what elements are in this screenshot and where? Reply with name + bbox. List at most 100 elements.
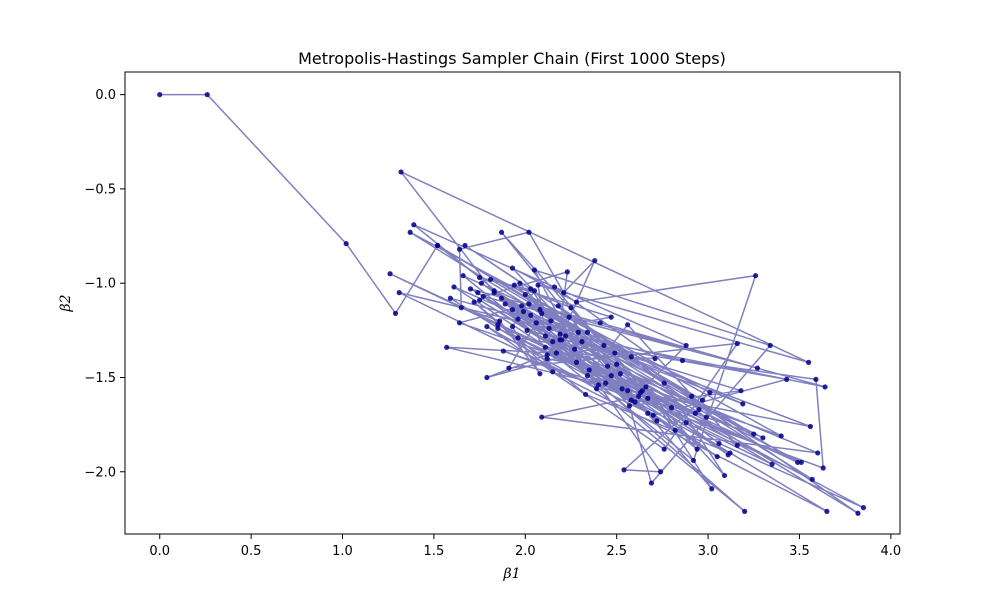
sample-point xyxy=(632,399,638,405)
sample-point xyxy=(537,307,543,313)
x-tick-label: 1.0 xyxy=(332,544,353,559)
sample-point xyxy=(551,284,558,290)
sample-point xyxy=(648,480,655,486)
sample-point xyxy=(526,301,532,307)
sample-point xyxy=(572,346,578,352)
y-tick-label: −2.0 xyxy=(84,465,116,480)
sample-point xyxy=(683,342,689,349)
sample-point xyxy=(343,241,349,247)
sample-point xyxy=(398,169,404,175)
sample-point xyxy=(544,352,550,358)
sample-point xyxy=(462,242,468,249)
x-tick-label: 4.0 xyxy=(881,544,902,559)
sample-point xyxy=(668,405,675,411)
sample-point xyxy=(509,307,516,313)
sample-point xyxy=(721,472,728,479)
x-tick-label: 2.5 xyxy=(606,544,627,559)
sample-point xyxy=(855,510,861,516)
sample-point xyxy=(807,423,814,430)
sample-point xyxy=(628,354,634,360)
sample-point xyxy=(559,337,565,343)
sample-point xyxy=(626,403,633,409)
sample-point xyxy=(696,406,702,413)
sample-point xyxy=(738,388,744,394)
sample-point xyxy=(502,301,508,307)
sample-point xyxy=(515,316,521,322)
x-axis-label: β1 xyxy=(502,566,520,582)
sample-point xyxy=(456,246,463,252)
sample-point xyxy=(608,373,614,379)
sample-point xyxy=(753,273,759,279)
sample-point xyxy=(612,350,618,356)
sample-point xyxy=(619,386,625,392)
sample-point xyxy=(597,320,603,326)
y-tick-label: −1.0 xyxy=(84,277,116,292)
sample-point xyxy=(392,310,399,316)
sample-point xyxy=(542,344,549,350)
sample-point xyxy=(500,348,506,354)
sample-point xyxy=(548,318,554,324)
x-tick-label: 1.5 xyxy=(424,544,445,559)
plot-frame xyxy=(124,71,901,535)
sample-point xyxy=(604,363,611,369)
sample-point xyxy=(387,271,393,277)
chart-title: Metropolis-Hastings Sampler Chain (First… xyxy=(298,49,726,68)
sample-point xyxy=(643,384,649,390)
sample-point xyxy=(742,508,748,514)
sample-point xyxy=(480,293,486,299)
sample-point xyxy=(467,286,474,292)
sample-point xyxy=(520,308,527,315)
sample-point xyxy=(661,380,667,386)
sample-point xyxy=(621,467,627,473)
sample-point xyxy=(555,303,561,309)
sample-point xyxy=(537,371,543,377)
sample-point xyxy=(683,420,689,426)
sample-point xyxy=(725,452,731,458)
sample-point xyxy=(444,344,450,350)
sample-point xyxy=(204,92,210,98)
sample-point xyxy=(553,350,559,356)
sample-point xyxy=(760,435,766,441)
sample-point xyxy=(654,418,660,424)
sample-point xyxy=(824,508,830,514)
sample-point xyxy=(517,280,523,286)
sample-point xyxy=(645,410,651,416)
sample-point xyxy=(709,486,715,492)
sample-point xyxy=(456,320,463,326)
chain-path xyxy=(159,93,865,515)
sample-point xyxy=(528,286,534,292)
sample-point xyxy=(458,305,464,311)
x-tick-label: 2.0 xyxy=(515,544,536,559)
sample-point xyxy=(820,465,826,471)
sample-point xyxy=(586,367,592,373)
sample-point xyxy=(860,505,867,511)
y-axis: 0.0 −0.5 −1.0 −1.5 −2.0 xyxy=(84,88,125,480)
sample-point xyxy=(767,342,773,349)
sample-point xyxy=(575,329,581,335)
y-tick-label: −0.5 xyxy=(84,182,116,197)
sample-point xyxy=(528,312,534,318)
sample-point xyxy=(650,412,656,418)
sample-point xyxy=(434,242,441,249)
sample-point xyxy=(689,393,695,399)
sample-point xyxy=(806,359,812,365)
sample-point xyxy=(778,433,784,439)
sample-point xyxy=(714,454,720,460)
sample-point xyxy=(601,342,607,349)
sample-point xyxy=(484,374,490,381)
y-axis-label: β2 xyxy=(58,294,74,312)
sample-point xyxy=(608,314,614,320)
sample-point xyxy=(451,284,457,290)
sample-point xyxy=(625,388,631,394)
sample-point xyxy=(539,414,545,420)
sample-point xyxy=(522,291,528,298)
sample-point xyxy=(524,327,530,333)
sample-point xyxy=(815,450,821,456)
sample-point xyxy=(603,380,609,386)
sample-point xyxy=(498,295,505,301)
sample-point xyxy=(692,410,698,416)
sample-point xyxy=(657,469,664,475)
sample-point xyxy=(690,457,697,464)
sample-point xyxy=(583,391,589,398)
sample-point xyxy=(509,323,516,330)
